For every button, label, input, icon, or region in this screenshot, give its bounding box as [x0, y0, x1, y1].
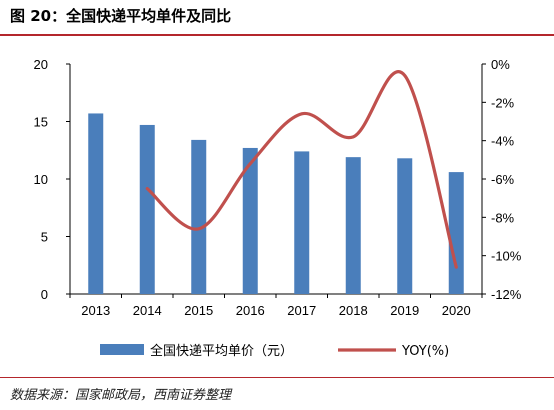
y-tick-label-left: 5: [41, 230, 48, 245]
source-divider: [0, 377, 554, 378]
y-tick-label-right: -2%: [491, 95, 515, 110]
chart: 0 5 10 15 20 -12% -10% -8% -6% -4% -2% 0% 2013 2014 20…: [34, 57, 522, 359]
line-series: [145, 70, 458, 269]
y-tick-label-left: 0: [41, 287, 48, 302]
x-tick-label: 2013: [81, 303, 110, 318]
y-tick-label-right: -12%: [491, 287, 522, 302]
x-tick-label: 2019: [390, 303, 419, 318]
legend-label-line: YOY(%): [401, 344, 449, 359]
x-tick-label: 2016: [236, 303, 265, 318]
x-tick-label: 2015: [184, 303, 213, 318]
bar: [88, 113, 104, 294]
legend-swatch-bar: [100, 344, 144, 355]
x-tick-label: 2020: [442, 303, 471, 318]
y-tick-label-right: -10%: [491, 249, 522, 264]
x-tick-label: 2014: [133, 303, 162, 318]
yoy-line: [145, 70, 458, 269]
bar: [242, 147, 258, 294]
chart-axes: [66, 63, 486, 298]
legend-label-bar: 全国快递平均单价（元）: [150, 343, 293, 359]
y-tick-label-left: 20: [34, 57, 48, 72]
y-tick-label-right: -8%: [491, 210, 515, 225]
source-note: 数据来源：国家邮政局，西南证券整理: [10, 388, 232, 403]
x-tick-label: 2017: [287, 303, 316, 318]
legend: 全国快递平均单价（元） YOY(%): [100, 343, 449, 359]
figure-title: 图 20：全国快递平均单件及同比: [10, 7, 232, 25]
tick-labels: 0 5 10 15 20 -12% -10% -8% -6% -4% -2% 0% 2013 2014 20…: [34, 57, 522, 318]
y-tick-label-right: 0%: [491, 57, 510, 72]
y-tick-label-left: 10: [34, 172, 48, 187]
y-tick-label-right: -4%: [491, 134, 515, 149]
x-tick-label: 2018: [339, 303, 368, 318]
y-tick-label-left: 15: [34, 115, 48, 130]
bar: [448, 172, 464, 294]
bar: [139, 124, 155, 294]
bar: [397, 158, 413, 294]
bar: [294, 151, 310, 294]
bar-series: [88, 113, 464, 294]
title-underline: [0, 34, 554, 36]
y-tick-label-right: -6%: [491, 172, 515, 187]
bar: [345, 157, 361, 294]
bar: [191, 139, 207, 294]
